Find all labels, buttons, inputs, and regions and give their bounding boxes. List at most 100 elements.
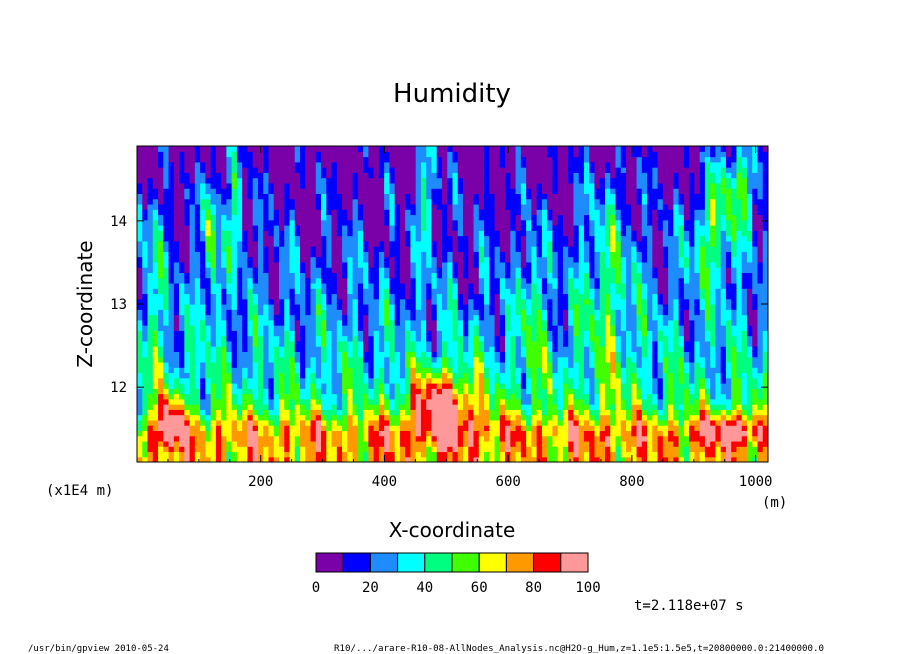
field-cell bbox=[384, 272, 390, 279]
field-cell bbox=[568, 409, 575, 416]
field-cell bbox=[715, 309, 722, 316]
field-cell bbox=[489, 446, 496, 453]
field-cell bbox=[494, 330, 501, 337]
field-cell bbox=[373, 361, 380, 368]
field-cell bbox=[715, 388, 722, 395]
field-cell bbox=[594, 377, 601, 384]
field-cell bbox=[410, 272, 417, 279]
field-cell bbox=[715, 377, 722, 384]
field-cell bbox=[378, 309, 385, 316]
field-cell bbox=[252, 361, 259, 368]
field-cell bbox=[163, 340, 170, 347]
field-cell bbox=[331, 361, 338, 368]
field-cell bbox=[405, 361, 412, 368]
field-cell bbox=[152, 325, 159, 331]
field-cell bbox=[652, 383, 659, 389]
field-cell bbox=[610, 346, 617, 352]
field-cell bbox=[731, 419, 738, 426]
field-cell bbox=[194, 398, 201, 405]
field-cell bbox=[720, 414, 727, 421]
field-cell bbox=[694, 314, 701, 321]
field-cell bbox=[473, 414, 480, 421]
field-cell bbox=[463, 456, 469, 462]
field-cell bbox=[268, 277, 275, 284]
field-cell bbox=[221, 319, 227, 326]
field-cell bbox=[583, 361, 590, 368]
field-cell bbox=[604, 419, 611, 426]
field-cell bbox=[636, 309, 643, 316]
field-cell bbox=[620, 456, 627, 462]
field-cell bbox=[615, 246, 622, 252]
field-cell bbox=[194, 246, 201, 252]
field-cell bbox=[305, 419, 312, 426]
field-cell bbox=[720, 409, 727, 416]
field-cell bbox=[494, 383, 501, 389]
field-cell bbox=[699, 288, 706, 295]
field-cell bbox=[594, 325, 601, 331]
field-cell bbox=[647, 430, 653, 437]
field-cell bbox=[715, 277, 722, 284]
field-cell bbox=[399, 435, 406, 442]
field-cell bbox=[494, 398, 501, 405]
field-cell bbox=[478, 293, 485, 300]
field-cell bbox=[484, 367, 490, 374]
field-cell bbox=[342, 456, 348, 462]
field-cell bbox=[463, 277, 469, 284]
field-cell bbox=[415, 288, 422, 295]
field-cell bbox=[368, 446, 375, 453]
field-cell bbox=[268, 356, 275, 363]
field-cell bbox=[515, 425, 522, 431]
field-cell bbox=[331, 372, 338, 379]
field-cell bbox=[389, 393, 396, 400]
field-cell bbox=[494, 261, 501, 268]
field-cell bbox=[142, 298, 149, 305]
field-cell bbox=[704, 251, 711, 258]
field-cell bbox=[526, 430, 532, 437]
field-cell bbox=[194, 277, 201, 284]
field-cell bbox=[215, 277, 222, 284]
field-cell bbox=[631, 351, 638, 358]
field-cell bbox=[505, 246, 511, 252]
field-cell bbox=[515, 414, 522, 421]
field-cell bbox=[226, 451, 233, 458]
field-cell bbox=[725, 251, 732, 258]
field-cell bbox=[594, 330, 601, 337]
field-cell bbox=[152, 351, 159, 358]
field-cell bbox=[152, 430, 159, 437]
field-cell bbox=[415, 383, 422, 389]
field-cell bbox=[210, 261, 217, 268]
field-cell bbox=[468, 414, 475, 421]
field-cell bbox=[610, 388, 617, 395]
field-cell bbox=[441, 409, 448, 416]
field-cell bbox=[431, 309, 438, 316]
field-cell bbox=[457, 256, 464, 263]
field-cell bbox=[384, 288, 390, 295]
field-cell bbox=[541, 272, 548, 279]
field-cell bbox=[284, 298, 291, 305]
field-cell bbox=[573, 425, 580, 431]
field-cell bbox=[200, 314, 206, 321]
field-cell bbox=[762, 288, 768, 295]
field-cell bbox=[389, 304, 396, 310]
field-cell bbox=[426, 404, 433, 410]
field-cell bbox=[342, 325, 348, 331]
field-cell bbox=[583, 346, 590, 352]
field-cell bbox=[257, 446, 264, 453]
field-cell bbox=[626, 325, 632, 331]
field-cell bbox=[510, 440, 517, 447]
field-cell bbox=[641, 377, 648, 384]
field-cell bbox=[415, 314, 422, 321]
field-cell bbox=[762, 383, 768, 389]
field-cell bbox=[557, 351, 564, 358]
field-cell bbox=[746, 246, 753, 252]
field-cell bbox=[189, 240, 196, 247]
field-cell bbox=[210, 277, 217, 284]
field-cell bbox=[147, 367, 154, 374]
field-cell bbox=[137, 272, 143, 279]
field-cell bbox=[562, 393, 569, 400]
field-cell bbox=[536, 319, 543, 326]
field-cell bbox=[583, 383, 590, 389]
field-cell bbox=[289, 446, 296, 453]
field-cell bbox=[405, 446, 412, 453]
field-cell bbox=[389, 419, 396, 426]
